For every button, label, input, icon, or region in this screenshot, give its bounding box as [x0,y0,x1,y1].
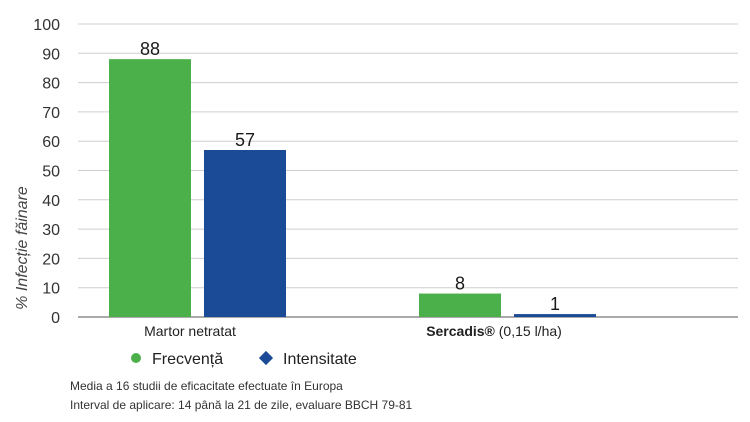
data-label: 57 [235,130,255,150]
legend-marker-diamond [258,350,274,366]
legend-marker-circle [131,353,141,363]
category-label: Sercadis® (0,15 l/ha) [426,323,562,339]
legend-label: Intensitate [283,351,357,368]
bar-intensitate-0 [204,149,286,317]
y-tick-label: 30 [42,222,60,239]
legend-label: Frecvență [152,351,223,368]
y-tick-label: 60 [42,134,60,151]
y-tick-label: 40 [42,193,60,210]
y-tick-label: 10 [42,281,60,298]
data-label: 88 [140,39,160,59]
y-tick-label: 70 [42,105,60,122]
y-axis-label: % Infecție făinare [14,186,31,310]
bar-frecventa-1 [419,293,501,317]
category-labels: Martor netratat Sercadis® (0,15 l/ha) [144,323,562,339]
footnote-1: Media a 16 studii de eficacitate efectua… [70,379,343,393]
bar-intensitate-1 [514,314,596,317]
data-label: 8 [455,274,465,294]
y-tick-label: 90 [42,46,60,63]
legend: Frecvență Intensitate [131,350,357,368]
y-tick-label: 20 [42,251,60,268]
category-label: Martor netratat [144,323,236,339]
y-tick-label: 0 [51,310,60,327]
bar-frecventa-0 [109,59,191,317]
y-axis-ticks: 0 10 20 30 40 50 60 70 80 90 100 [33,17,60,327]
footnote-2: Interval de aplicare: 14 până la 21 de z… [70,398,413,412]
bars: 88 57 8 1 [109,39,596,317]
data-label: 1 [550,294,560,314]
y-tick-label: 100 [33,17,60,34]
y-tick-label: 80 [42,76,60,93]
y-tick-label: 50 [42,164,60,181]
